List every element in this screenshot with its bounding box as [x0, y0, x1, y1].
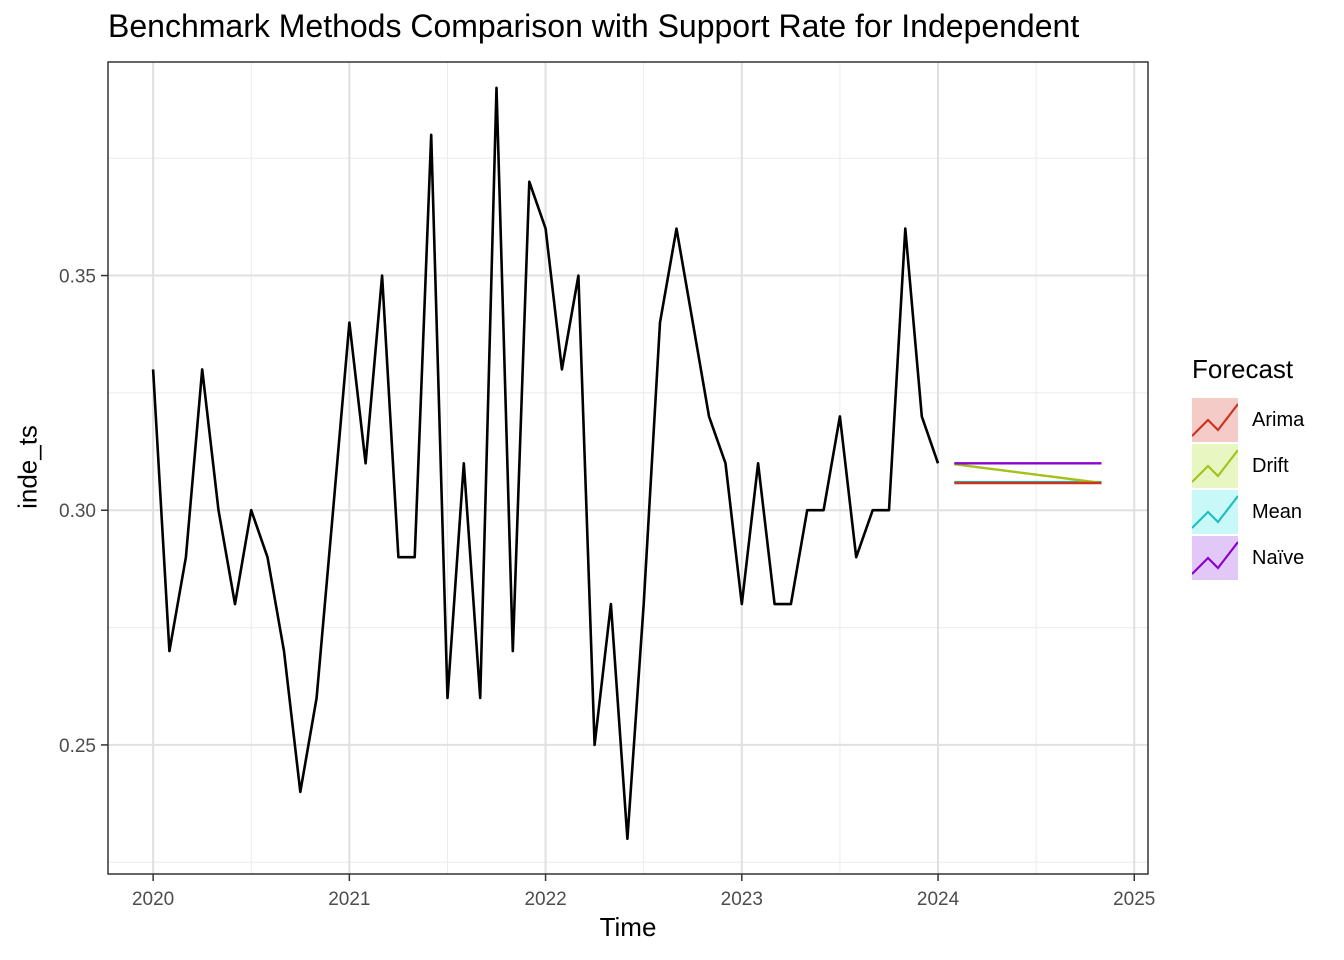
legend-title: Forecast: [1192, 354, 1294, 384]
x-tick-label: 2021: [328, 889, 370, 910]
legend-item: Naïve: [1192, 535, 1304, 581]
x-tick-label: 2025: [1113, 889, 1155, 910]
legend-item: Arima: [1192, 397, 1304, 443]
legend-key-icon: [1192, 398, 1238, 442]
legend-label: Drift: [1252, 454, 1289, 477]
series-line: [151, 86, 940, 841]
x-tick-label: 2023: [721, 889, 763, 910]
chart-title: Benchmark Methods Comparison with Suppor…: [108, 8, 1080, 44]
legend-key-icon: [1192, 490, 1238, 534]
y-tick-label: 0.35: [59, 267, 96, 288]
x-tick-label: 2022: [524, 889, 566, 910]
legend-item: Drift: [1192, 443, 1304, 489]
legend-key-icon: [1192, 444, 1238, 488]
y-axis-label: inde_ts: [12, 425, 43, 509]
y-tick-label: 0.25: [59, 736, 96, 757]
forecast-line-drift: [954, 463, 1102, 485]
legend-label: Arima: [1252, 408, 1305, 431]
x-tick-label: 2020: [132, 889, 174, 910]
legend-item: Mean: [1192, 489, 1304, 535]
y-tick-label: 0.30: [59, 501, 96, 522]
legend-label: Naïve: [1252, 546, 1305, 569]
legend-label: Mean: [1252, 500, 1303, 523]
legend: Forecast Arima Drift Mean Naïve: [1192, 354, 1304, 581]
legend-items: Arima Drift Mean Naïve: [1192, 397, 1304, 581]
x-tick-label: 2024: [917, 889, 960, 910]
panel-border: [107, 61, 1149, 875]
legend-key-icon: [1192, 536, 1238, 580]
x-axis-label: Time: [599, 912, 657, 942]
